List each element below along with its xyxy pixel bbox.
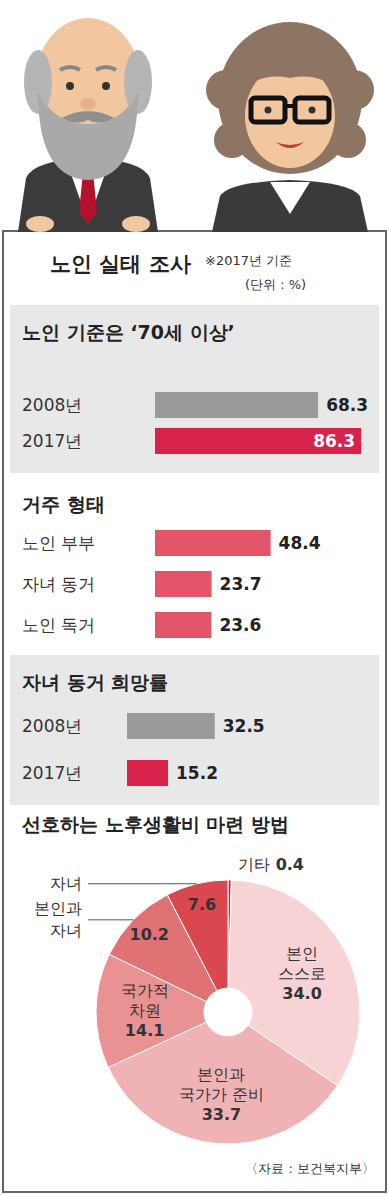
svg-text:2017년: 2017년 xyxy=(22,431,82,451)
svg-text:86.3: 86.3 xyxy=(313,431,355,451)
svg-text:10.2: 10.2 xyxy=(130,925,169,944)
svg-text:23.7: 23.7 xyxy=(220,574,262,594)
html-text:(단위 : %): (단위 : %) xyxy=(245,277,307,292)
svg-text:본인과자녀: 본인과자녀 xyxy=(34,899,82,940)
svg-text:32.5: 32.5 xyxy=(223,716,265,736)
svg-text:기타0.4: 기타0.4 xyxy=(238,855,304,874)
svg-text:2008년: 2008년 xyxy=(22,716,82,736)
svg-text:48.4: 48.4 xyxy=(279,533,321,553)
svg-text:7.6: 7.6 xyxy=(188,895,216,914)
svg-text:노인 부부: 노인 부부 xyxy=(22,533,95,553)
svg-text:본인스스로34.0: 본인스스로34.0 xyxy=(278,944,326,1003)
svg-text:2017년: 2017년 xyxy=(22,763,82,783)
svg-text:68.3: 68.3 xyxy=(326,395,368,415)
svg-text:본인과국가가 준비33.7: 본인과국가가 준비33.7 xyxy=(179,1065,264,1124)
html-text:〈자료 : 보건복지부〉: 〈자료 : 보건복지부〉 xyxy=(245,1161,375,1176)
html-text:※2017년 기준: ※2017년 기준 xyxy=(205,253,293,268)
svg-text:23.6: 23.6 xyxy=(219,615,261,635)
html-text:노인 실태 조사: 노인 실태 조사 xyxy=(50,252,191,276)
html-text:자녀 동거 희망률: 자녀 동거 희망률 xyxy=(22,671,169,693)
svg-text:15.2: 15.2 xyxy=(176,763,218,783)
svg-text:자녀 동거: 자녀 동거 xyxy=(22,574,95,594)
html-text:선호하는 노후생활비 마련 방법: 선호하는 노후생활비 마련 방법 xyxy=(22,813,289,835)
svg-text:2008년: 2008년 xyxy=(22,395,82,415)
svg-text:노인 독거: 노인 독거 xyxy=(22,615,95,635)
html-text:거주 형태: 거주 형태 xyxy=(22,493,105,515)
svg-text:국가적차원14.1: 국가적차원14.1 xyxy=(121,981,169,1040)
svg-text:자녀: 자녀 xyxy=(50,874,82,893)
html-text:노인 기준은 ‘70세 이상’: 노인 기준은 ‘70세 이상’ xyxy=(22,321,235,343)
